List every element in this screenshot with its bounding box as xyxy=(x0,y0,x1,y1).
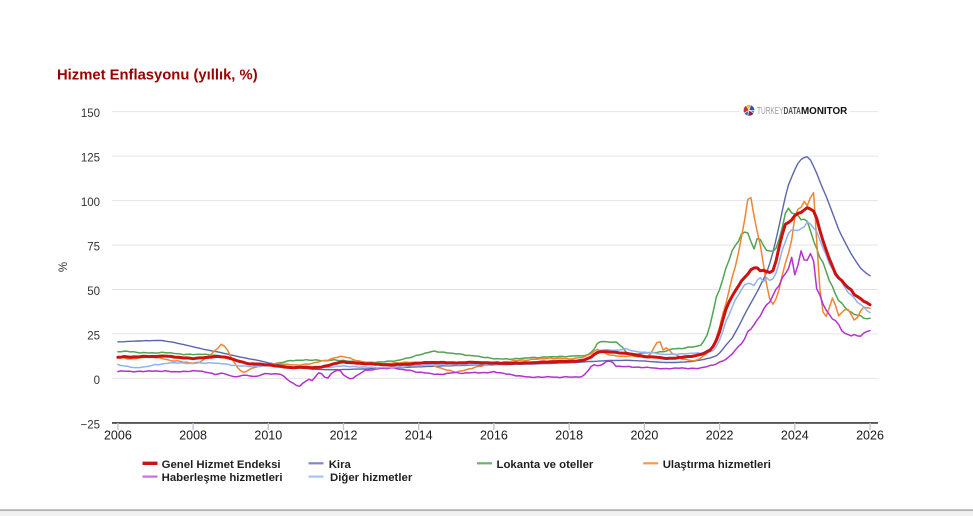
svg-text:50: 50 xyxy=(87,286,100,298)
svg-text:2022: 2022 xyxy=(706,429,734,443)
svg-text:Ulaştırma hizmetleri: Ulaştırma hizmetleri xyxy=(663,459,771,471)
svg-text:TURKEY: TURKEY xyxy=(757,106,784,117)
svg-text:Haberleşme hizmetleri: Haberleşme hizmetleri xyxy=(162,472,283,484)
svg-text:Diğer hizmetler: Diğer hizmetler xyxy=(330,472,413,484)
svg-text:2020: 2020 xyxy=(630,429,658,443)
svg-text:150: 150 xyxy=(81,108,100,120)
svg-text:%: % xyxy=(58,262,70,272)
svg-text:DATA: DATA xyxy=(784,106,801,117)
svg-text:100: 100 xyxy=(81,197,100,209)
svg-text:75: 75 xyxy=(87,241,100,253)
svg-text:Hizmet Enflasyonu (yıllık, %): Hizmet Enflasyonu (yıllık, %) xyxy=(57,68,258,84)
svg-text:2012: 2012 xyxy=(330,429,358,443)
svg-text:MONITOR: MONITOR xyxy=(801,106,848,117)
svg-text:2010: 2010 xyxy=(254,429,282,443)
svg-text:2006: 2006 xyxy=(104,429,132,443)
svg-text:2008: 2008 xyxy=(179,429,207,443)
svg-text:Genel Hizmet Endeksi: Genel Hizmet Endeksi xyxy=(162,459,281,471)
svg-text:2014: 2014 xyxy=(405,429,433,443)
svg-text:−25: −25 xyxy=(80,419,100,431)
svg-text:Kira: Kira xyxy=(329,459,352,471)
svg-text:2024: 2024 xyxy=(781,429,809,443)
svg-text:0: 0 xyxy=(94,375,100,387)
svg-text:2016: 2016 xyxy=(480,429,508,443)
svg-text:125: 125 xyxy=(81,153,100,165)
svg-text:2018: 2018 xyxy=(555,429,583,443)
svg-text:Lokanta ve oteller: Lokanta ve oteller xyxy=(497,459,594,471)
svg-text:2026: 2026 xyxy=(856,429,884,443)
svg-text:25: 25 xyxy=(87,330,100,342)
